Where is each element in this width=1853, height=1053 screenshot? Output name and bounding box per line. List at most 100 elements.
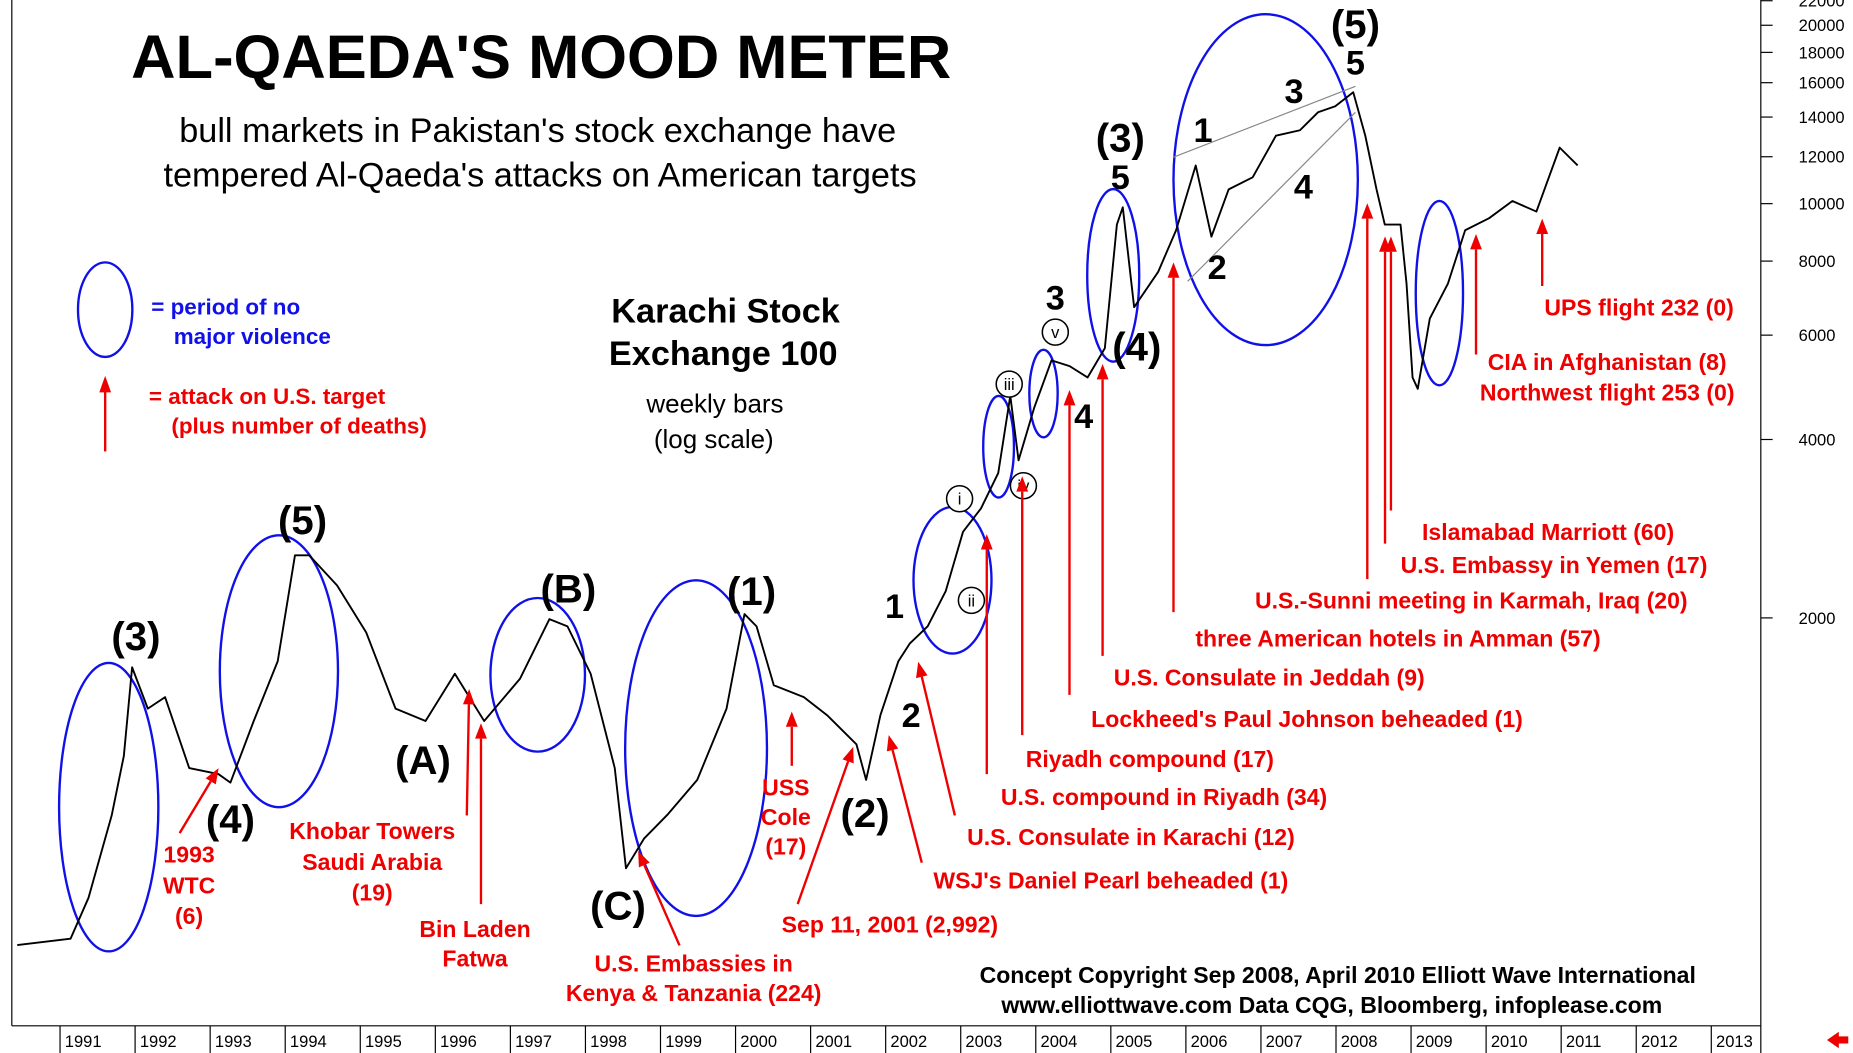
- calm-period: [57, 661, 160, 953]
- x-tick-label: 2001: [815, 1032, 852, 1051]
- attack-arrow: [920, 676, 957, 816]
- attack-arrow-head: [842, 746, 854, 764]
- x-tick-label: 2000: [740, 1032, 777, 1051]
- wave-label: 1: [1194, 112, 1213, 150]
- legend-text: = period of no: [151, 294, 300, 319]
- x-tick-label: 2003: [965, 1032, 1002, 1051]
- x-tick-label: 2009: [1416, 1032, 1453, 1051]
- attack-arrow-head: [1016, 476, 1029, 492]
- y-tick-label: 12000: [1799, 148, 1845, 167]
- x-tick-label: 2004: [1041, 1032, 1078, 1051]
- wave-label: (5): [1331, 2, 1380, 47]
- attack-label: three American hotels in Amman (57): [1195, 625, 1600, 651]
- attack-label: Saudi Arabia: [302, 849, 442, 875]
- attack-arrow-head: [205, 768, 219, 785]
- attack-label: USS: [762, 774, 809, 800]
- subwave-label: iii: [1004, 375, 1015, 394]
- attack-arrow: [178, 780, 212, 834]
- x-tick-label: 2007: [1266, 1032, 1303, 1051]
- attack-arrow-head: [1470, 234, 1482, 250]
- attack-arrow-head: [980, 534, 993, 550]
- subwave-label: v: [1051, 323, 1060, 342]
- series-label: Karachi Stock: [611, 293, 840, 331]
- attack-arrow-head: [1167, 262, 1180, 278]
- x-tick-label: 2005: [1116, 1032, 1153, 1051]
- price-line: [17, 91, 1579, 947]
- attack-arrow-head: [475, 723, 487, 739]
- x-tick-label: 2013: [1716, 1032, 1753, 1051]
- x-tick-label: 1995: [365, 1032, 402, 1051]
- subtitle: tempered Al-Qaeda's attacks on American …: [163, 157, 916, 195]
- y-tick-label: 20000: [1799, 16, 1845, 35]
- x-tick-label: 2008: [1341, 1032, 1378, 1051]
- wave-label: 3: [1284, 73, 1303, 111]
- wave-label: (5): [278, 498, 327, 543]
- attack-arrow-head: [1096, 364, 1109, 380]
- x-tick-label: 2006: [1191, 1032, 1228, 1051]
- attack-label: U.S.-Sunni meeting in Karmah, Iraq (20): [1255, 588, 1688, 614]
- attack-arrow-head: [785, 711, 798, 727]
- y-tick-label: 14000: [1799, 108, 1845, 127]
- attack-label: Kenya & Tanzania (224): [566, 980, 822, 1006]
- attack-label: Khobar Towers: [289, 818, 455, 844]
- wave-label: 1: [885, 588, 904, 626]
- subtitle: bull markets in Pakistan's stock exchang…: [179, 112, 896, 150]
- y-tick-label: 6000: [1799, 326, 1836, 345]
- x-tick-label: 1998: [590, 1032, 627, 1051]
- credit: www.elliottwave.com Data CQG, Bloomberg,…: [1000, 992, 1662, 1018]
- attack-arrow-head: [1063, 390, 1076, 406]
- wave-label: (3): [1096, 115, 1145, 160]
- wave-label: (2): [841, 791, 890, 836]
- x-tick-label: 1996: [440, 1032, 477, 1051]
- attack-arrow: [465, 704, 471, 816]
- legend-text: major violence: [174, 324, 331, 349]
- x-tick-label: 1997: [515, 1032, 552, 1051]
- attack-label: U.S. Embassy in Yemen (17): [1401, 552, 1708, 578]
- wave-label: (3): [111, 614, 160, 659]
- y-tick-label: 4000: [1799, 430, 1836, 449]
- legend-ellipse: [76, 261, 134, 359]
- attack-label: 1993: [163, 842, 214, 868]
- x-tick-label: 2011: [1566, 1032, 1602, 1051]
- calm-period: [1028, 348, 1059, 439]
- legend-text: (plus number of deaths): [171, 414, 427, 439]
- attack-label: Northwest flight 253 (0): [1480, 380, 1735, 406]
- wave-label: (B): [541, 567, 597, 612]
- wave-label: 4: [1074, 398, 1093, 436]
- attack-arrow-head: [638, 850, 650, 868]
- x-tick-label: 1999: [665, 1032, 702, 1051]
- attack-arrow-head: [1385, 236, 1397, 252]
- attack-label: Fatwa: [442, 946, 507, 972]
- series-label: Exchange 100: [609, 335, 838, 373]
- subwave-label: ii: [968, 591, 975, 610]
- wave-label: 3: [1046, 280, 1065, 318]
- legend-arrow-head: [99, 375, 112, 393]
- calm-period: [489, 596, 587, 753]
- y-tick-label: 10000: [1799, 195, 1845, 214]
- calm-period: [623, 579, 769, 918]
- attack-label: U.S. Embassies in: [594, 950, 792, 976]
- wave-label: (1): [727, 569, 776, 614]
- wave-guide: [1187, 111, 1356, 282]
- wave-label: (4): [206, 797, 255, 842]
- x-tick-label: 1991: [65, 1032, 102, 1051]
- attack-label: WTC: [163, 872, 215, 898]
- y-tick-label: 2000: [1799, 609, 1836, 628]
- attack-arrow: [891, 749, 923, 864]
- attack-label: (19): [352, 880, 393, 906]
- attack-label: Riyadh compound (17): [1026, 746, 1274, 772]
- attack-arrow: [796, 760, 850, 905]
- attack-label: Lockheed's Paul Johnson beheaded (1): [1091, 706, 1523, 732]
- wave-label: 2: [902, 697, 921, 735]
- attack-label: Cole: [761, 804, 811, 830]
- attack-label: Islamabad Marriott (60): [1422, 519, 1674, 545]
- wave-label: 2: [1208, 249, 1227, 287]
- attack-label: Bin Laden: [419, 916, 530, 942]
- attack-label: UPS flight 232 (0): [1544, 295, 1733, 321]
- x-tick-label: 2010: [1491, 1032, 1528, 1051]
- x-tick-label: 2002: [890, 1032, 927, 1051]
- wave-label: 5: [1111, 159, 1130, 197]
- series-note: weekly bars: [645, 388, 783, 418]
- calm-period: [1172, 13, 1360, 347]
